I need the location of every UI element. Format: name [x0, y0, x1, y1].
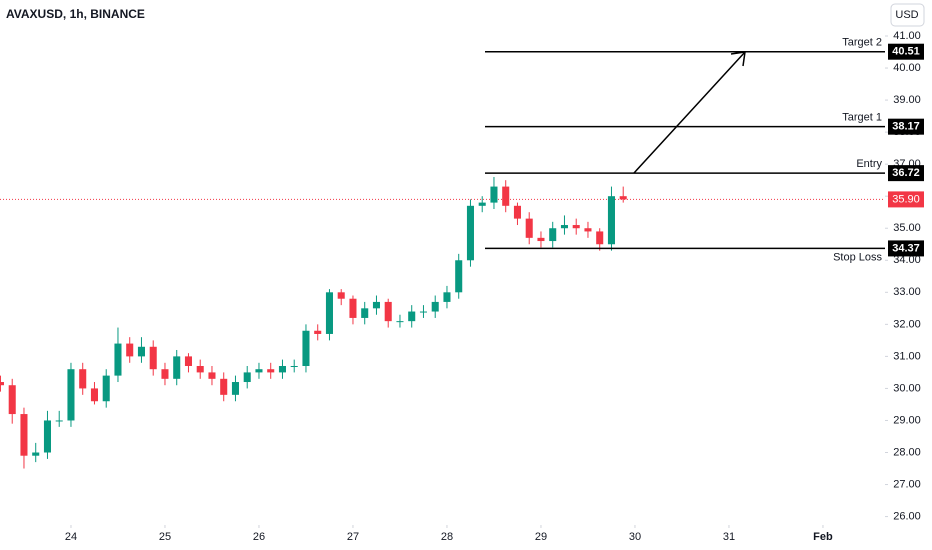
candle-body — [314, 330, 322, 334]
candle-body — [443, 292, 451, 302]
candle-body — [114, 343, 122, 376]
candle-body — [325, 292, 333, 334]
y-tick-label: 32.00 — [893, 318, 921, 330]
candle-body — [126, 343, 134, 357]
candle-body — [67, 369, 75, 421]
candle-body — [173, 356, 181, 379]
y-tick-label: 33.00 — [893, 286, 921, 298]
level-tag — [888, 240, 924, 257]
candle-body — [8, 385, 16, 415]
y-tick-label: 28.00 — [893, 446, 921, 458]
candle-body — [361, 308, 369, 318]
candle-body — [525, 218, 533, 238]
candle-body — [466, 205, 474, 261]
candle-body — [20, 414, 28, 456]
candle-body — [572, 225, 580, 229]
candle-body — [396, 321, 404, 323]
currency-button[interactable] — [890, 3, 925, 27]
candle-body — [55, 420, 63, 422]
x-tick-label: Feb — [813, 531, 833, 543]
last-price-tag — [888, 191, 924, 208]
level-tag — [888, 43, 924, 60]
candle-body — [490, 186, 498, 203]
candle-body — [255, 369, 263, 373]
currency-label: USD — [895, 9, 918, 21]
level-name: Stop Loss — [833, 251, 882, 263]
y-tick-label: 34.00 — [893, 254, 921, 266]
candle-body — [267, 369, 275, 373]
candle-body — [607, 196, 615, 245]
candle-body — [549, 228, 557, 242]
candle-body — [243, 372, 251, 383]
candle-body — [278, 366, 286, 373]
candle-body — [513, 205, 521, 219]
candle-body — [584, 228, 592, 232]
x-tick-label: 29 — [535, 531, 547, 543]
candle-body — [302, 330, 310, 366]
y-tick-label: 40.00 — [893, 62, 921, 74]
candle-body — [161, 369, 169, 379]
candle-body — [431, 301, 439, 312]
level-name: Target 1 — [842, 112, 882, 124]
y-tick-label: 30.00 — [893, 382, 921, 394]
x-tick-label: 30 — [629, 531, 641, 543]
x-tick-label: 26 — [253, 531, 265, 543]
level-tag — [888, 118, 924, 135]
candle-body — [208, 372, 216, 379]
candle-body — [384, 301, 392, 322]
chart-title: AVAXUSD, 1h, BINANCE — [6, 7, 145, 21]
level-name: Target 2 — [842, 37, 882, 49]
candle-body — [455, 260, 463, 293]
candle-body — [32, 452, 40, 456]
y-tick-label: 35.00 — [893, 222, 921, 234]
candle-body — [478, 202, 486, 206]
candle-body — [372, 301, 380, 309]
level-tag-label: 38.17 — [892, 121, 920, 133]
candle-body — [137, 346, 145, 357]
level-tag-label: 40.51 — [892, 46, 920, 58]
candle-body — [184, 356, 192, 366]
candle-body — [349, 298, 357, 318]
y-tick-label: 29.00 — [893, 414, 921, 426]
last-price-label: 35.90 — [892, 193, 920, 205]
candle-body — [337, 292, 345, 299]
candle-body — [43, 420, 51, 453]
candle-body — [0, 382, 4, 386]
x-tick-label: 24 — [65, 531, 77, 543]
candle-body — [619, 196, 627, 200]
candle-body — [408, 311, 416, 322]
x-tick-label: 28 — [441, 531, 453, 543]
x-tick-label: 25 — [159, 531, 171, 543]
candle-body — [419, 311, 427, 313]
candle-body — [560, 225, 568, 229]
candle-body — [502, 186, 510, 206]
y-tick-label: 39.00 — [893, 94, 921, 106]
candle-body — [596, 231, 604, 245]
candle-body — [220, 378, 228, 395]
y-tick-label: 26.00 — [893, 510, 921, 522]
level-tag-label: 36.72 — [892, 167, 920, 179]
candle-body — [537, 237, 545, 242]
level-name: Entry — [856, 158, 882, 170]
level-tag — [888, 165, 924, 182]
y-tick-label: 27.00 — [893, 478, 921, 490]
candle-body — [90, 388, 98, 402]
x-tick-label: 31 — [723, 531, 735, 543]
candle-body — [102, 375, 110, 402]
candle-body — [196, 366, 204, 373]
candle-body — [79, 369, 87, 389]
y-tick-label: 31.00 — [893, 350, 921, 362]
candle-body — [231, 382, 239, 395]
x-tick-label: 27 — [347, 531, 359, 543]
candle-body — [290, 366, 298, 367]
level-tag-label: 34.37 — [892, 242, 920, 254]
y-tick-label: 41.00 — [893, 30, 921, 42]
candle-body — [149, 346, 157, 370]
